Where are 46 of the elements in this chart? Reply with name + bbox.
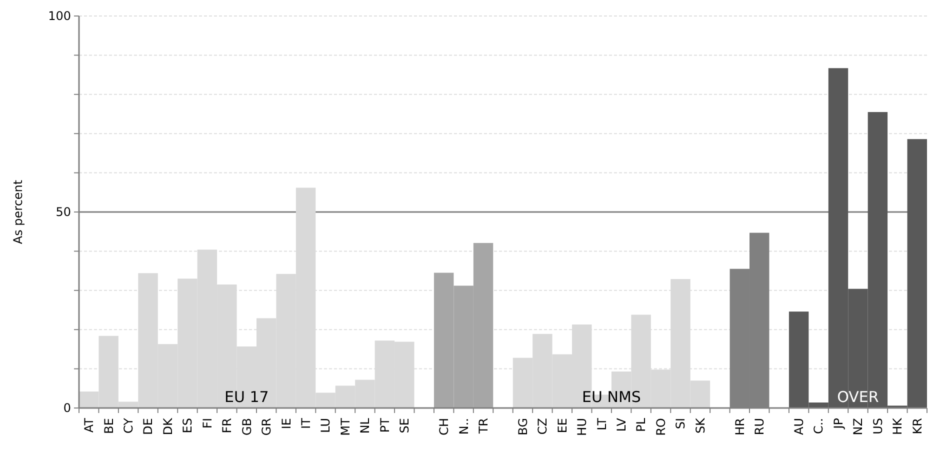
x-tick-label: DE <box>141 418 156 435</box>
x-tick-label: TR <box>476 418 490 435</box>
x-tick-label: IE <box>279 418 294 430</box>
x-tick-label: NZ <box>851 418 866 436</box>
x-tick-label: EE <box>555 418 570 434</box>
x-tick-label: SE <box>398 418 412 434</box>
x-tick-label: NL <box>358 418 372 434</box>
x-tick-label: HK <box>890 416 905 435</box>
x-tick-label: ES <box>180 418 195 434</box>
annotation: OVER <box>837 388 879 406</box>
y-tick-label: 100 <box>48 9 71 24</box>
x-tick-label: FR <box>220 418 234 434</box>
x-tick-label: N.. <box>456 418 471 435</box>
x-tick-label: KR <box>910 418 924 434</box>
x-tick-label: DK <box>160 416 175 436</box>
x-tick-label: HU <box>575 418 590 436</box>
y-tick-label: 0 <box>63 401 71 416</box>
x-tick-label: RO <box>654 418 668 436</box>
annotation: EU NMS <box>582 388 641 406</box>
y-tick-label: 50 <box>56 205 71 220</box>
x-tick-label: LT <box>594 417 609 430</box>
y-axis-title: As percent <box>11 180 25 244</box>
x-tick-label: MT <box>338 417 352 436</box>
x-tick-label: C.. <box>812 418 826 434</box>
x-tick-label: FI <box>200 418 214 428</box>
x-tick-label: PL <box>634 418 648 432</box>
x-tick-label: LU <box>318 418 333 433</box>
x-tick-label: AT <box>82 417 96 433</box>
x-tick-label: CZ <box>536 418 550 435</box>
x-tick-label: IT <box>298 417 313 429</box>
x-tick-label: LV <box>614 417 629 432</box>
x-tick-label: HR <box>732 418 747 436</box>
x-tick-label: JP <box>831 418 846 430</box>
x-tick-label: AU <box>792 418 806 435</box>
annotation: EU 17 <box>224 388 269 406</box>
x-tick-label: CY <box>122 417 136 434</box>
x-tick-label: BE <box>102 418 116 434</box>
x-tick-label: SI <box>674 418 688 430</box>
x-tick-label: GR <box>260 418 274 436</box>
x-tick-label: GB <box>240 418 254 436</box>
x-tick-label: CH <box>437 418 452 436</box>
x-tick-label: BG <box>516 418 530 436</box>
x-tick-label: PT <box>378 417 392 433</box>
x-tick-label: SK <box>693 416 708 434</box>
x-tick-label: US <box>870 418 885 434</box>
x-tick-label: RU <box>752 418 767 436</box>
